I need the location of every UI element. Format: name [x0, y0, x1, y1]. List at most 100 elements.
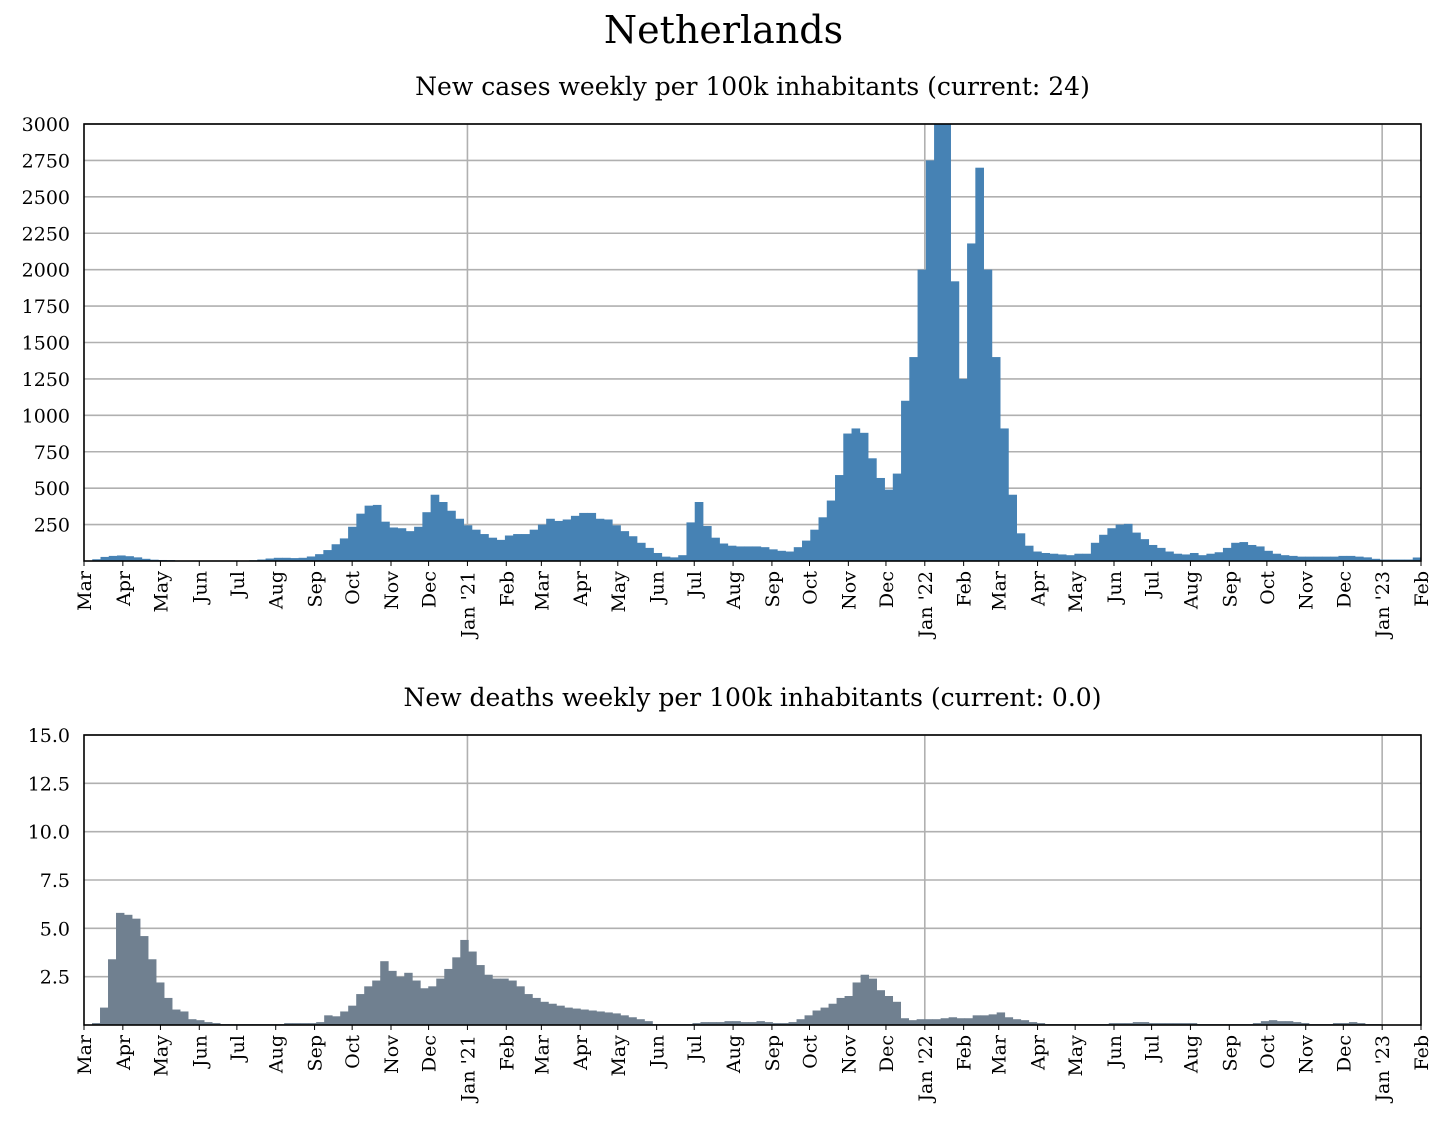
- bar-cases: [587, 512, 597, 561]
- bar-deaths: [316, 1022, 325, 1025]
- x-tick-label: Aug: [1180, 571, 1202, 610]
- bar-deaths: [444, 968, 453, 1025]
- bar-deaths: [804, 1015, 813, 1025]
- x-tick-label: Nov: [838, 1035, 860, 1074]
- bar-cases: [760, 547, 770, 561]
- bar-cases: [719, 543, 729, 561]
- bar-cases: [892, 473, 902, 561]
- bar-cases: [901, 400, 910, 561]
- bar-deaths: [996, 1012, 1006, 1025]
- bar-deaths: [500, 978, 509, 1025]
- bar-deaths: [132, 918, 141, 1025]
- bar-cases: [488, 537, 498, 561]
- x-tick-label: Jun: [189, 571, 211, 605]
- x-tick-label: May: [1065, 571, 1087, 613]
- bar-cases: [513, 534, 522, 561]
- bar-deaths: [92, 1023, 101, 1025]
- bar-cases: [934, 124, 943, 561]
- bar-deaths: [412, 980, 421, 1025]
- bar-cases: [1008, 494, 1017, 561]
- x-tick-label: Apr: [1028, 570, 1050, 607]
- bar-deaths: [196, 1020, 205, 1025]
- bar-deaths: [812, 1010, 821, 1025]
- page-title: Netherlands: [603, 8, 844, 52]
- bar-deaths: [908, 1020, 918, 1025]
- y-tick-label: 500: [34, 478, 70, 500]
- x-tick-label: Sep: [1219, 571, 1241, 607]
- y-tick-label: 250: [34, 515, 70, 537]
- bar-deaths: [1124, 1023, 1134, 1025]
- bar-deaths: [420, 988, 429, 1025]
- bar-cases: [1247, 544, 1257, 561]
- bar-deaths: [116, 912, 125, 1025]
- x-tick-label: Jun: [1104, 1035, 1126, 1069]
- chart-title-cases: New cases weekly per 100k inhabitants (c…: [415, 72, 1090, 101]
- bar-cases: [843, 433, 852, 561]
- bar-cases: [884, 489, 894, 561]
- bar-deaths: [900, 1018, 910, 1025]
- bar-deaths: [172, 1009, 181, 1025]
- bar-cases: [1099, 534, 1108, 561]
- bar-cases: [1156, 547, 1166, 561]
- bar-cases: [1346, 555, 1356, 561]
- bar-deaths: [756, 1021, 765, 1025]
- bar-deaths: [844, 996, 853, 1025]
- x-tick-label: Dec: [419, 571, 441, 608]
- bar-deaths: [620, 1015, 629, 1025]
- x-tick-label: Aug: [266, 571, 288, 610]
- bar-deaths: [1012, 1019, 1022, 1025]
- x-tick-label: May: [608, 1035, 630, 1077]
- bar-cases: [950, 281, 960, 561]
- bar-cases: [1412, 557, 1422, 561]
- x-tick-label: Jan '21: [457, 1035, 479, 1104]
- bar-cases: [282, 557, 291, 561]
- bar-cases: [1165, 551, 1174, 561]
- x-tick-label: Mar: [989, 1034, 1011, 1075]
- x-tick-label: Apr: [1028, 1034, 1050, 1071]
- bar-cases: [1090, 542, 1100, 561]
- bar-cases: [422, 512, 432, 561]
- bar-deaths: [108, 959, 117, 1025]
- bar-cases: [389, 527, 399, 561]
- x-tick-label: Jan '23: [1372, 571, 1394, 640]
- bar-deaths: [524, 994, 533, 1025]
- bar-deaths: [1156, 1023, 1166, 1025]
- bar-deaths: [140, 936, 149, 1025]
- bar-deaths: [476, 965, 485, 1025]
- bar-deaths: [820, 1007, 829, 1025]
- bar-cases: [405, 531, 415, 561]
- y-tick-label: 2250: [22, 223, 70, 245]
- bar-cases: [339, 538, 349, 561]
- bar-deaths: [212, 1023, 221, 1025]
- y-tick-label: 750: [34, 442, 70, 464]
- bar-cases: [562, 519, 572, 561]
- bar-deaths: [828, 1003, 837, 1025]
- bar-deaths: [796, 1019, 805, 1025]
- bar-deaths: [788, 1022, 797, 1025]
- bar-deaths: [532, 997, 541, 1025]
- x-tick-label: Dec: [1333, 571, 1355, 608]
- bar-cases: [1033, 551, 1042, 561]
- bar-deaths: [916, 1019, 926, 1025]
- bar-cases: [983, 269, 993, 561]
- bar-cases: [661, 556, 671, 561]
- bar-cases: [686, 522, 696, 561]
- y-tick-label: 2000: [22, 260, 70, 282]
- bar-cases: [455, 518, 465, 561]
- bar-cases: [1214, 552, 1224, 561]
- x-tick-label: Oct: [800, 571, 822, 605]
- bar-deaths: [556, 1005, 565, 1025]
- bar-deaths: [156, 982, 165, 1025]
- bar-cases: [529, 529, 539, 561]
- bar-deaths: [628, 1017, 637, 1025]
- bar-deaths: [1132, 1022, 1142, 1025]
- bar-cases: [793, 547, 803, 561]
- bar-deaths: [732, 1021, 741, 1025]
- bar-cases: [447, 510, 456, 561]
- bar-deaths: [284, 1023, 293, 1025]
- bar-cases: [414, 526, 423, 561]
- bar-deaths: [892, 1001, 902, 1025]
- bar-deaths: [988, 1014, 998, 1025]
- bar-deaths: [164, 997, 173, 1025]
- bar-deaths: [580, 1009, 589, 1025]
